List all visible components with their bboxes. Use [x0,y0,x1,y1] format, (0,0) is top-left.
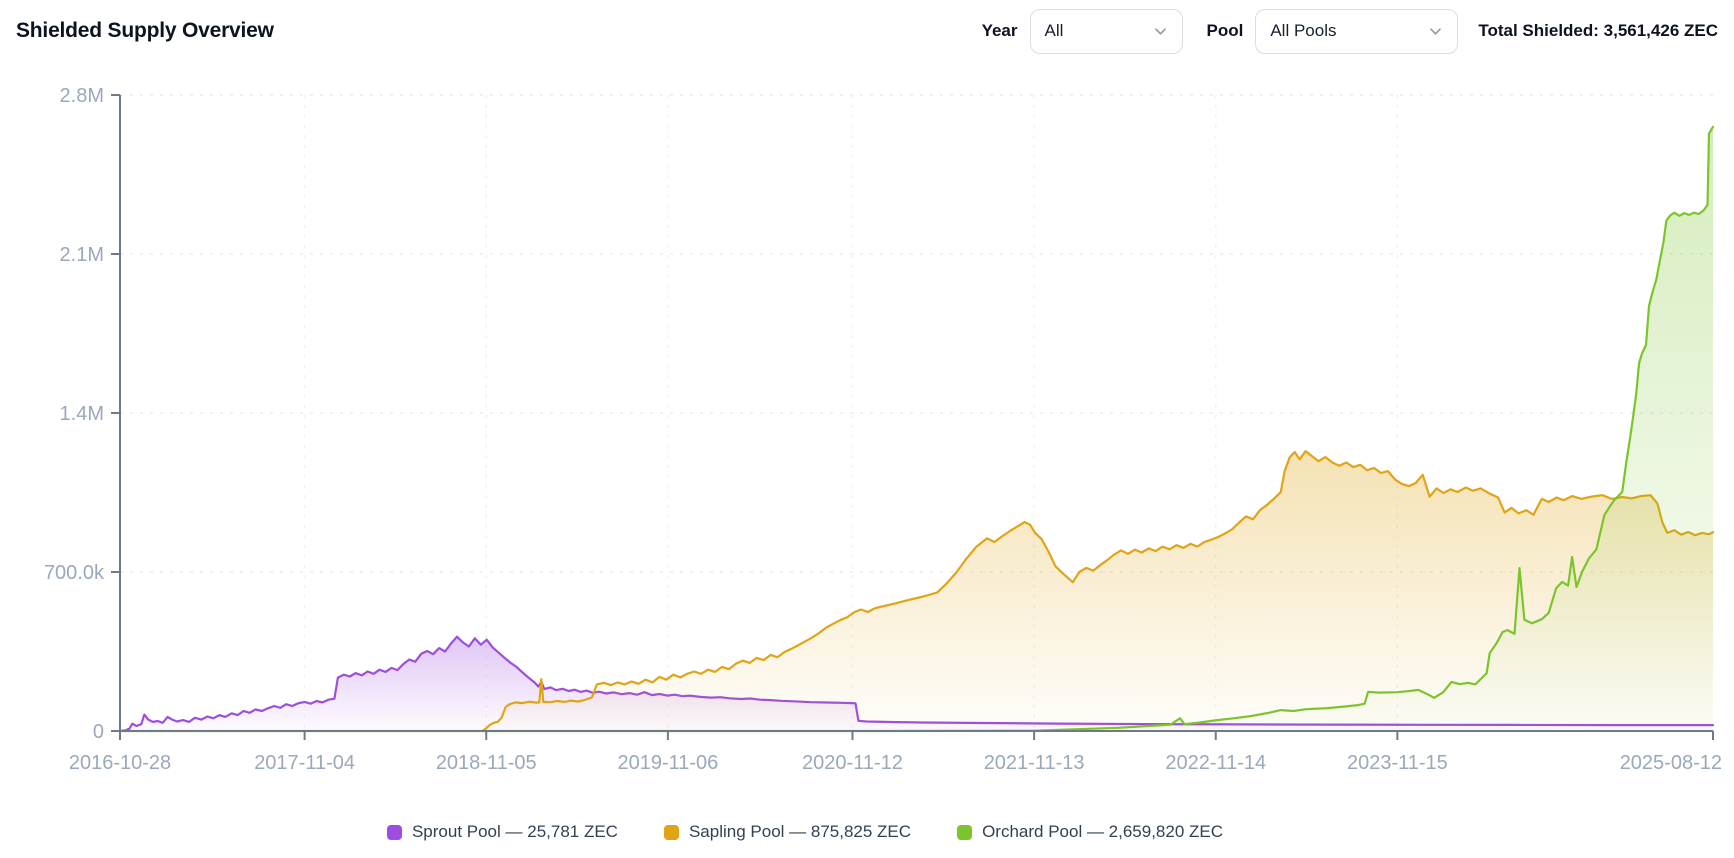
pool-select-value: All Pools [1270,21,1337,40]
svg-text:2021-11-13: 2021-11-13 [984,752,1085,774]
total-shielded: Total Shielded: 3,561,426 ZEC [1478,21,1718,40]
page-title: Shielded Supply Overview [16,19,274,42]
svg-text:2.1M: 2.1M [60,244,104,266]
svg-text:2025-08-12: 2025-08-12 [1620,752,1722,774]
svg-text:2.8M: 2.8M [60,85,104,107]
pool-label: Pool [1206,21,1244,40]
year-label: Year [981,21,1018,40]
svg-text:2019-11-06: 2019-11-06 [617,752,718,774]
svg-text:1.4M: 1.4M [60,403,104,425]
svg-text:2020-11-12: 2020-11-12 [802,752,903,774]
svg-text:2023-11-15: 2023-11-15 [1347,752,1448,774]
legend-item-orchard: Orchard Pool — 2,659,820 ZEC [957,822,1223,842]
legend-item-sapling: Sapling Pool — 875,825 ZEC [663,822,912,842]
chevron-down-icon [1430,27,1442,35]
header: Shielded Supply Overview Year All Pool A… [0,0,1734,62]
year-select-value: All [1044,21,1064,40]
svg-text:700.0k: 700.0k [44,562,105,584]
legend-label: Sapling Pool — 875,825 ZEC [688,822,912,841]
pool-select[interactable]: All Pools [1255,8,1459,54]
year-select[interactable]: All [1029,8,1183,54]
legend-label: Sprout Pool — 25,781 ZEC [411,822,618,841]
sapling-swatch [663,824,679,840]
sprout-swatch [386,824,402,840]
chart-legend: Sprout Pool — 25,781 ZEC Sapling Pool — … [0,822,1672,842]
svg-text:0: 0 [93,721,104,743]
orchard-swatch [957,824,973,840]
svg-text:2017-11-04: 2017-11-04 [254,752,355,774]
svg-text:2016-10-28: 2016-10-28 [69,752,171,774]
svg-text:2022-11-14: 2022-11-14 [1165,752,1266,774]
svg-text:2018-11-05: 2018-11-05 [436,752,537,774]
chevron-down-icon [1154,27,1166,35]
header-controls: Year All Pool All Pools Total Shielded: … [981,8,1718,54]
legend-item-sprout: Sprout Pool — 25,781 ZEC [386,822,618,842]
legend-label: Orchard Pool — 2,659,820 ZEC [982,822,1224,841]
